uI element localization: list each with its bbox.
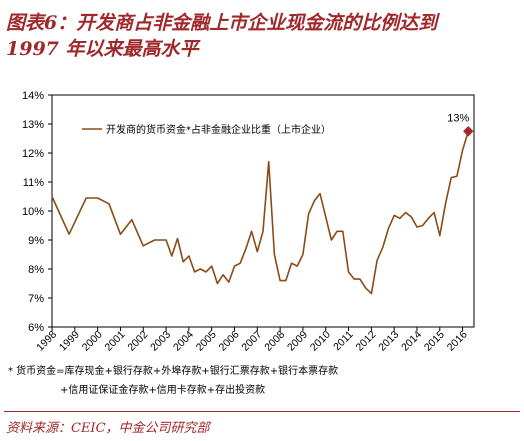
footnote-line-1: * 货币资金=库存现金+银行存款+外埠存款+银行汇票存款+银行本票存款 <box>8 366 339 377</box>
x-tick-label: 2001 <box>103 329 128 354</box>
y-tick-label: 13% <box>22 119 44 131</box>
x-tick-label: 2016 <box>445 329 470 354</box>
y-tick-label: 8% <box>28 264 44 276</box>
source-note: 资料来源：CEIC，中金公司研究部 <box>6 421 210 436</box>
series-line <box>51 131 470 295</box>
y-tick-label: 11% <box>23 177 44 189</box>
x-tick-label: 2012 <box>353 329 378 354</box>
end-point-marker <box>463 126 474 137</box>
y-tick-label: 14% <box>22 90 44 102</box>
x-tick-label: 2006 <box>217 329 242 354</box>
x-tick-label: 2010 <box>308 329 333 354</box>
x-tick-label: 2002 <box>125 329 150 354</box>
chart-title-line-1: 图表6：开发商占非金融上市企业现金流的比例达到 <box>6 12 438 34</box>
y-tick-label: 7% <box>28 293 44 305</box>
x-tick-label: 2009 <box>285 329 310 354</box>
y-tick-label: 9% <box>28 235 44 247</box>
y-tick-label: 12% <box>22 148 44 160</box>
y-tick-label: 6% <box>28 322 44 334</box>
x-tick-label: 2003 <box>148 329 173 354</box>
footer-divider <box>4 411 520 412</box>
x-tick-label: 2014 <box>399 329 424 354</box>
x-tick-label: 2015 <box>422 329 447 354</box>
chart-title-line-2: 1997 年以来最高水平 <box>6 38 199 60</box>
footnote-line-2: +信用证保证金存款+信用卡存款+存出投资款 <box>60 385 266 396</box>
y-tick-label: 10% <box>22 206 44 218</box>
legend-label: 开发商的货币资金*占非金融企业比重（上市企业） <box>106 123 331 136</box>
x-tick-label: 2011 <box>331 329 356 354</box>
x-tick-label: 2004 <box>171 329 196 354</box>
x-tick-label: 2013 <box>376 329 401 354</box>
x-tick-label: 2008 <box>262 329 287 354</box>
x-tick-label: 2000 <box>80 329 105 354</box>
data-label: 13% <box>447 112 469 124</box>
x-tick-label: 1999 <box>57 329 82 354</box>
x-tick-label: 2005 <box>194 329 219 354</box>
x-tick-label: 2007 <box>239 329 264 354</box>
